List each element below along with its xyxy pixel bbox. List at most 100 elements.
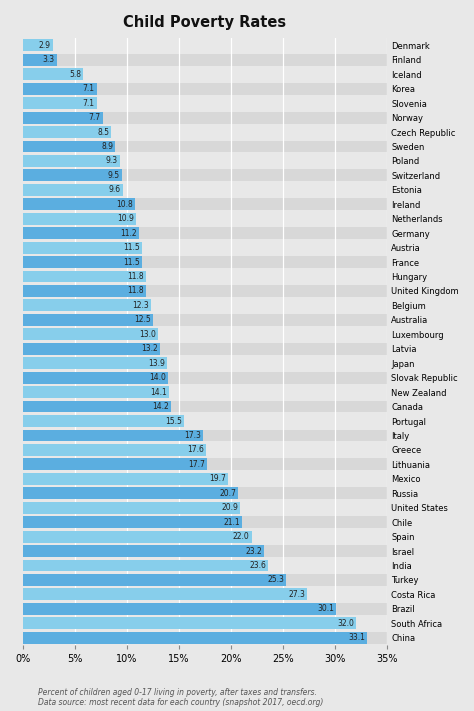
Text: 11.8: 11.8 <box>127 272 144 281</box>
Bar <box>23 97 97 109</box>
Text: 11.5: 11.5 <box>124 257 140 267</box>
Bar <box>23 530 252 542</box>
Bar <box>23 68 387 80</box>
Bar <box>23 141 115 152</box>
Bar <box>23 487 387 499</box>
Text: 30.1: 30.1 <box>317 604 334 614</box>
Bar <box>23 459 387 470</box>
Bar <box>23 155 119 167</box>
Bar <box>23 228 387 239</box>
Text: 20.9: 20.9 <box>221 503 238 512</box>
Bar <box>23 155 387 167</box>
Text: 11.2: 11.2 <box>120 229 137 237</box>
Bar <box>23 589 387 600</box>
Bar <box>23 126 111 138</box>
Bar <box>23 328 158 341</box>
Bar <box>23 358 387 369</box>
Bar <box>23 343 160 355</box>
Bar <box>23 560 387 572</box>
Bar <box>23 632 387 643</box>
Text: 11.5: 11.5 <box>124 243 140 252</box>
Bar <box>23 603 336 615</box>
Text: 7.7: 7.7 <box>89 113 101 122</box>
Text: 20.7: 20.7 <box>219 488 236 498</box>
Bar <box>23 299 151 311</box>
Text: 13.9: 13.9 <box>148 359 165 368</box>
Text: 23.2: 23.2 <box>246 547 262 555</box>
Bar <box>23 372 387 384</box>
Bar <box>23 169 387 181</box>
Bar <box>23 285 387 297</box>
Bar <box>23 502 240 513</box>
Text: 3.3: 3.3 <box>43 55 55 64</box>
Bar <box>23 632 367 643</box>
Bar <box>23 112 103 124</box>
Text: 32.0: 32.0 <box>337 619 354 628</box>
Bar <box>23 502 387 513</box>
Bar <box>23 603 387 615</box>
Bar <box>23 473 387 485</box>
Bar <box>23 256 142 268</box>
Bar <box>23 299 387 311</box>
Bar <box>23 198 387 210</box>
Bar <box>23 97 387 109</box>
Bar <box>23 213 387 225</box>
Text: 23.6: 23.6 <box>249 561 266 570</box>
Bar <box>23 358 167 369</box>
Text: 25.3: 25.3 <box>267 575 284 584</box>
Bar <box>23 54 387 65</box>
Text: 9.5: 9.5 <box>108 171 119 180</box>
Text: 10.8: 10.8 <box>116 200 133 209</box>
Bar <box>23 68 83 80</box>
Bar <box>23 530 387 542</box>
Bar <box>23 39 387 51</box>
Text: 2.9: 2.9 <box>39 41 51 50</box>
Text: 9.3: 9.3 <box>105 156 118 166</box>
Text: 14.0: 14.0 <box>149 373 166 383</box>
Bar <box>23 400 387 412</box>
Text: 14.2: 14.2 <box>152 402 168 411</box>
Text: 22.0: 22.0 <box>233 532 250 541</box>
Text: 17.6: 17.6 <box>187 445 204 454</box>
Bar <box>23 271 387 282</box>
Bar <box>23 444 387 456</box>
Bar <box>23 328 387 341</box>
Bar <box>23 242 142 254</box>
Text: 9.6: 9.6 <box>109 186 120 194</box>
Bar <box>23 589 307 600</box>
Text: 17.3: 17.3 <box>184 431 201 440</box>
Bar <box>23 415 387 427</box>
Bar <box>23 473 228 485</box>
Text: 5.8: 5.8 <box>69 70 81 79</box>
Text: 8.9: 8.9 <box>101 142 113 151</box>
Text: 11.8: 11.8 <box>127 287 144 296</box>
Bar <box>23 372 168 384</box>
Bar <box>23 228 139 239</box>
Bar <box>23 126 387 138</box>
Bar <box>23 184 123 196</box>
Text: Percent of children aged 0-17 living in poverty, after taxes and transfers.: Percent of children aged 0-17 living in … <box>38 688 317 697</box>
Bar <box>23 560 268 572</box>
Bar <box>23 314 387 326</box>
Bar <box>23 617 387 629</box>
Bar <box>23 516 387 528</box>
Text: 13.2: 13.2 <box>141 344 158 353</box>
Text: 13.0: 13.0 <box>139 330 156 339</box>
Text: 12.3: 12.3 <box>132 301 149 310</box>
Bar <box>23 82 387 95</box>
Text: 14.1: 14.1 <box>151 387 167 397</box>
Bar <box>23 545 387 557</box>
Bar <box>23 256 387 268</box>
Text: 7.1: 7.1 <box>82 99 94 107</box>
Bar <box>23 314 153 326</box>
Bar <box>23 271 146 282</box>
Bar <box>23 169 122 181</box>
Text: 15.5: 15.5 <box>165 417 182 425</box>
Bar <box>23 343 387 355</box>
Bar <box>23 386 387 398</box>
Bar <box>23 285 146 297</box>
Bar <box>23 112 387 124</box>
Bar <box>23 516 242 528</box>
Bar <box>23 617 356 629</box>
Bar <box>23 429 387 442</box>
